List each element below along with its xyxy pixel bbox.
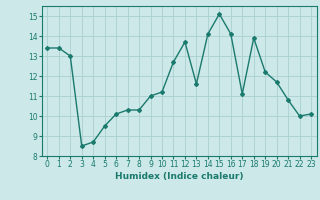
X-axis label: Humidex (Indice chaleur): Humidex (Indice chaleur)	[115, 172, 244, 181]
